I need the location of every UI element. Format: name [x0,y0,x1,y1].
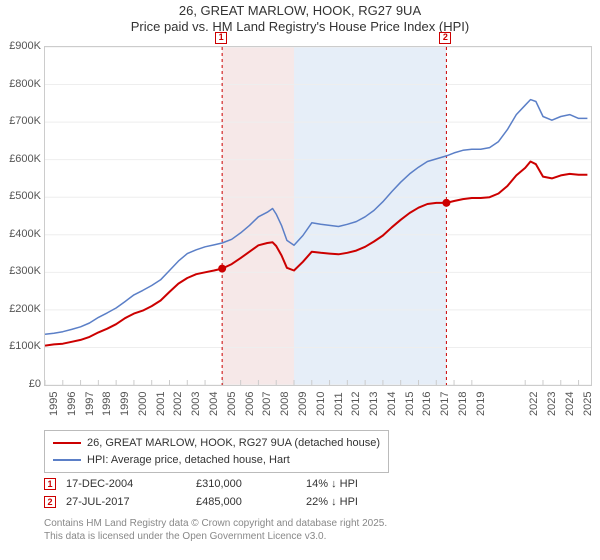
sale-marker-icon: 2 [44,496,56,508]
chart-subtitle: Price paid vs. HM Land Registry's House … [0,19,600,35]
sale-delta: 14% ↓ HPI [306,478,466,490]
y-tick-label: £400K [0,228,41,240]
x-tick-label: 2016 [421,392,433,416]
x-tick-label: 1999 [119,392,131,416]
x-tick-label: 2006 [244,392,256,416]
x-tick-label: 2013 [368,392,380,416]
x-tick-label: 2017 [439,392,451,416]
x-tick-label: 1995 [48,392,60,416]
x-tick-label: 2009 [297,392,309,416]
x-tick-label: 2015 [404,392,416,416]
x-tick-label: 2023 [546,392,558,416]
x-tick-label: 2011 [333,392,345,416]
y-tick-label: £500K [0,190,41,202]
attribution-line: This data is licensed under the Open Gov… [44,531,387,544]
attribution: Contains HM Land Registry data © Crown c… [44,518,387,543]
y-tick-label: £700K [0,115,41,127]
x-tick-label: 1997 [84,392,96,416]
x-tick-label: 2010 [315,392,327,416]
x-tick-label: 2007 [261,392,273,416]
legend-label: HPI: Average price, detached house, Hart [87,452,290,469]
y-tick-label: £0 [0,378,41,390]
x-tick-label: 2014 [386,392,398,416]
x-tick-label: 2012 [350,392,362,416]
plot-inner [44,46,592,386]
chart-title-address: 26, GREAT MARLOW, HOOK, RG27 9UA [0,3,600,19]
sale-annotation-icon: 1 [215,32,227,44]
y-tick-label: £600K [0,153,41,165]
legend-swatch [53,442,81,444]
attribution-line: Contains HM Land Registry data © Crown c… [44,518,387,531]
x-tick-label: 2003 [190,392,202,416]
x-tick-label: 2024 [564,392,576,416]
sale-marker-icon: 1 [44,478,56,490]
x-tick-label: 2001 [155,392,167,416]
table-row: 1 17-DEC-2004 £310,000 14% ↓ HPI [44,475,466,493]
y-tick-label: £800K [0,78,41,90]
sale-delta: 22% ↓ HPI [306,496,466,508]
x-tick-label: 2005 [226,392,238,416]
x-tick-label: 2004 [208,392,220,416]
y-tick-label: £100K [0,340,41,352]
y-tick-label: £200K [0,303,41,315]
legend-row: 26, GREAT MARLOW, HOOK, RG27 9UA (detach… [53,435,380,452]
x-tick-label: 2000 [137,392,149,416]
legend-swatch [53,459,81,461]
sale-date: 27-JUL-2017 [66,496,196,508]
x-tick-label: 1996 [66,392,78,416]
legend-label: 26, GREAT MARLOW, HOOK, RG27 9UA (detach… [87,435,380,452]
plot-svg [45,47,591,385]
legend-row: HPI: Average price, detached house, Hart [53,452,380,469]
chart-legend: 26, GREAT MARLOW, HOOK, RG27 9UA (detach… [44,430,389,473]
sales-table: 1 17-DEC-2004 £310,000 14% ↓ HPI 2 27-JU… [44,475,466,511]
sale-price: £310,000 [196,478,306,490]
x-tick-label: 2019 [475,392,487,416]
y-tick-label: £900K [0,40,41,52]
y-tick-label: £300K [0,265,41,277]
x-tick-label: 2008 [279,392,291,416]
title-block: 26, GREAT MARLOW, HOOK, RG27 9UA Price p… [0,0,600,36]
sale-annotation-icon: 2 [439,32,451,44]
x-tick-label: 2025 [582,392,594,416]
table-row: 2 27-JUL-2017 £485,000 22% ↓ HPI [44,493,466,511]
x-tick-label: 2022 [528,392,540,416]
chart-container: 26, GREAT MARLOW, HOOK, RG27 9UA Price p… [0,0,600,560]
x-tick-label: 2018 [457,392,469,416]
sale-price: £485,000 [196,496,306,508]
chart-area: £0 £100K £200K £300K £400K £500K £600K £700K £80… [0,42,600,424]
x-tick-label: 2002 [172,392,184,416]
x-tick-label: 1998 [101,392,113,416]
sale-date: 17-DEC-2004 [66,478,196,490]
